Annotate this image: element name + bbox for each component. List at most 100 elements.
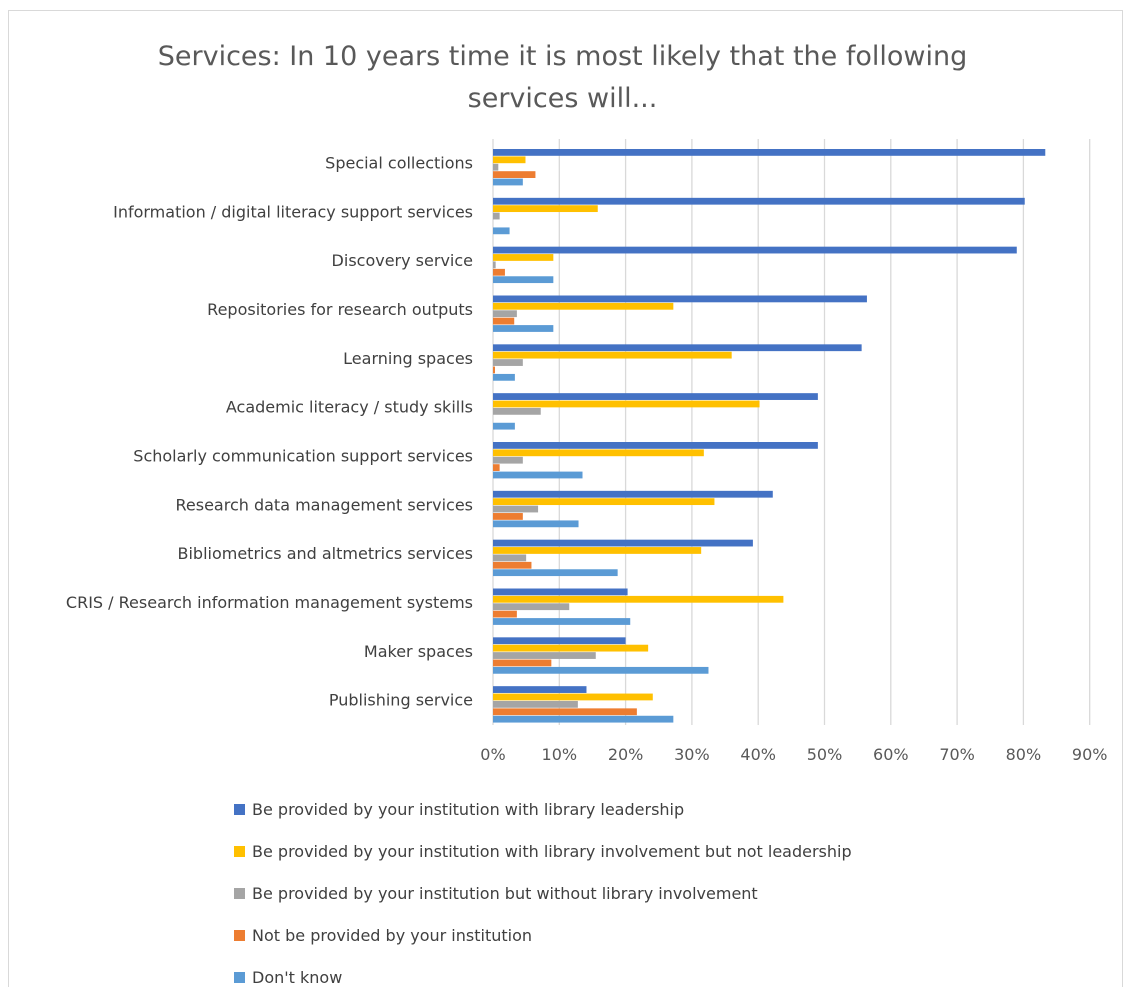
- legend-swatch: [234, 845, 245, 857]
- bar: [493, 366, 495, 374]
- legend-item: Be provided by your institution with lib…: [234, 788, 852, 830]
- bar: [493, 325, 554, 332]
- bar: [493, 603, 570, 611]
- bar: [493, 310, 517, 318]
- chart-title-line-1: Services: In 10 years time it is most li…: [157, 41, 968, 72]
- bar: [493, 659, 552, 667]
- legend-label: Be provided by your institution but with…: [252, 883, 758, 903]
- category-label: CRIS / Research information management s…: [66, 593, 473, 612]
- legend-swatch: [234, 971, 245, 983]
- bar: [493, 205, 598, 213]
- legend-item: Be provided by your institution with lib…: [234, 830, 852, 872]
- bar: [493, 302, 674, 310]
- category-label: Research data management services: [175, 495, 473, 514]
- bar: [493, 686, 587, 693]
- bar: [493, 644, 649, 652]
- category-label: Academic literacy / study skills: [226, 398, 473, 417]
- bar: [493, 276, 554, 284]
- x-tick-label: 10%: [542, 745, 578, 764]
- bar: [493, 171, 536, 178]
- bar: [493, 708, 637, 716]
- x-tick-label: 20%: [608, 745, 644, 764]
- chart-title: Services: In 10 years time it is most li…: [0, 36, 1125, 120]
- legend-label: Don't know: [252, 967, 343, 987]
- bar: [493, 471, 583, 479]
- bar: [493, 539, 753, 547]
- bar: [493, 666, 709, 674]
- bar: [493, 588, 628, 596]
- x-tick-label: 90%: [1072, 745, 1108, 764]
- bar: [493, 261, 496, 269]
- legend-label: Be provided by your institution with lib…: [252, 841, 852, 861]
- bar: [493, 393, 818, 400]
- bar: [493, 513, 523, 520]
- x-tick-label: 30%: [674, 745, 710, 764]
- legend-swatch: [234, 929, 245, 941]
- bar: [493, 554, 527, 562]
- legend-swatch: [234, 803, 245, 815]
- bar: [493, 344, 862, 352]
- bar: [493, 652, 596, 659]
- bar: [493, 618, 631, 625]
- bar: [493, 464, 500, 471]
- chart-legend: Be provided by your institution with lib…: [234, 788, 852, 998]
- bar: [493, 246, 1017, 254]
- category-label: Maker spaces: [364, 642, 473, 661]
- bar: [493, 373, 515, 381]
- category-label: Information / digital literacy support s…: [113, 202, 473, 221]
- bar: [493, 610, 517, 618]
- bar: [493, 212, 500, 220]
- bar: [493, 351, 732, 359]
- bar: [493, 700, 578, 708]
- x-tick-label: 70%: [939, 745, 975, 764]
- bar: [493, 498, 715, 506]
- bar: [493, 178, 523, 186]
- bar: [493, 595, 784, 603]
- x-tick-label: 0%: [480, 745, 505, 764]
- bar: [493, 295, 867, 303]
- bar: [493, 163, 499, 171]
- bar: [493, 561, 532, 569]
- legend-item: Don't know: [234, 956, 852, 998]
- bar: [493, 359, 523, 366]
- bar: [493, 520, 579, 528]
- bar: [493, 715, 674, 723]
- bar: [493, 637, 626, 645]
- bar: [493, 149, 1046, 156]
- category-label: Scholarly communication support services: [133, 446, 473, 465]
- bar: [493, 407, 541, 415]
- category-label: Bibliometrics and altmetrics services: [177, 544, 473, 563]
- legend-label: Not be provided by your institution: [252, 925, 533, 945]
- bar: [493, 197, 1025, 205]
- legend-item: Be provided by your institution but with…: [234, 872, 852, 914]
- bar: [493, 156, 526, 164]
- bar: [493, 400, 760, 408]
- legend-label: Be provided by your institution with lib…: [252, 799, 685, 819]
- legend-swatch: [234, 887, 245, 899]
- category-label: Learning spaces: [343, 349, 473, 368]
- category-label: Discovery service: [332, 251, 473, 270]
- bar: [493, 449, 704, 457]
- x-tick-label: 60%: [873, 745, 909, 764]
- x-tick-label: 80%: [1006, 745, 1042, 764]
- chart-title-line-2: services will...: [467, 83, 658, 114]
- category-label: Special collections: [325, 153, 473, 172]
- bar: [493, 505, 539, 513]
- bar: [493, 547, 702, 554]
- bar: [493, 456, 523, 464]
- bar: [493, 490, 773, 498]
- category-label: Repositories for research outputs: [207, 300, 473, 319]
- bar: [493, 693, 653, 701]
- bar: [493, 569, 618, 577]
- bar: [493, 422, 515, 430]
- bar: [493, 442, 818, 449]
- category-label: Publishing service: [329, 691, 473, 710]
- bar: [493, 254, 554, 261]
- legend-item: Not be provided by your institution: [234, 914, 852, 956]
- bar: [493, 227, 510, 235]
- x-tick-label: 40%: [740, 745, 776, 764]
- bar: [493, 268, 505, 276]
- bar: [493, 317, 515, 325]
- x-tick-label: 50%: [807, 745, 843, 764]
